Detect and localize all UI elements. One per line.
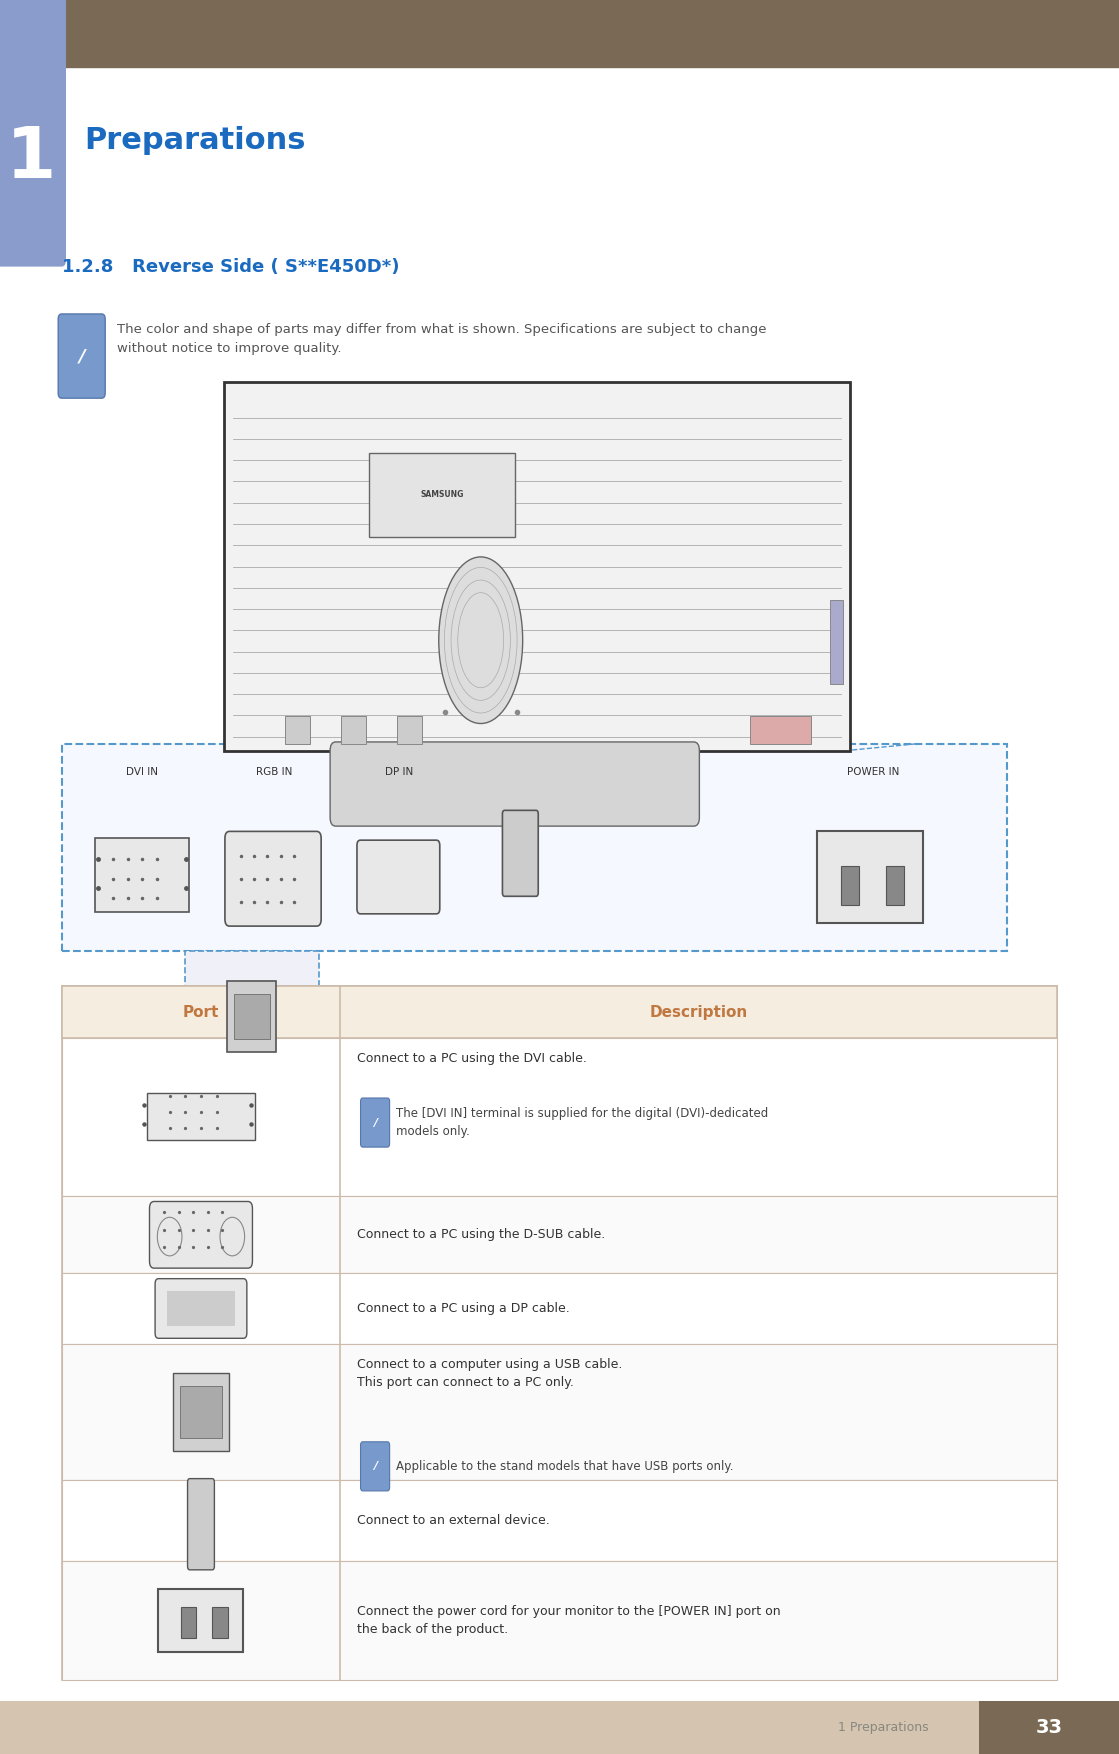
FancyBboxPatch shape [502, 810, 538, 896]
Text: /: / [373, 1461, 377, 1472]
Bar [148, 1093, 255, 1140]
Bar [979, 1701, 1119, 1754]
Ellipse shape [439, 558, 523, 724]
Bar [830, 600, 843, 684]
Text: DP IN: DP IN [385, 766, 414, 777]
Text: Preparations: Preparations [84, 126, 305, 154]
Bar [62, 1561, 1057, 1680]
FancyBboxPatch shape [225, 831, 321, 926]
Bar [0, 0, 1119, 67]
Text: 1: 1 [6, 125, 56, 193]
Bar [62, 1196, 1057, 1273]
Bar [234, 993, 270, 1038]
Bar [369, 453, 515, 537]
Bar [341, 716, 366, 744]
Bar [62, 1038, 1057, 1196]
Bar [817, 831, 923, 923]
Text: Connect the power cord for your monitor to the [POWER IN] port on
the back of th: Connect the power cord for your monitor … [357, 1605, 781, 1636]
FancyBboxPatch shape [360, 1442, 389, 1491]
Bar [227, 982, 276, 1051]
Bar [62, 1480, 1057, 1561]
Bar [224, 382, 850, 751]
Text: /: / [373, 1117, 377, 1128]
Bar [0, 1701, 1119, 1754]
Text: POWER IN: POWER IN [847, 766, 899, 777]
Bar [159, 1589, 244, 1652]
Bar [213, 1607, 228, 1638]
Bar [62, 1273, 1057, 1344]
Text: Connect to a PC using the DVI cable.: Connect to a PC using the DVI cable. [357, 1052, 587, 1065]
Text: Port: Port [182, 1005, 219, 1019]
Bar [173, 1373, 229, 1451]
Bar [181, 1607, 197, 1638]
FancyBboxPatch shape [150, 1201, 253, 1268]
Bar [750, 716, 811, 744]
Text: Description: Description [650, 1005, 749, 1019]
Text: Connect to a PC using the D-SUB cable.: Connect to a PC using the D-SUB cable. [357, 1228, 605, 1242]
Text: The [DVI IN] terminal is supplied for the digital (DVI)-dedicated
models only.: The [DVI IN] terminal is supplied for th… [396, 1107, 769, 1138]
Bar [841, 866, 859, 905]
Bar [62, 986, 1057, 1680]
Text: Applicable to the stand models that have USB ports only.: Applicable to the stand models that have… [396, 1459, 734, 1473]
Text: The color and shape of parts may differ from what is shown. Specifications are s: The color and shape of parts may differ … [117, 323, 767, 354]
FancyBboxPatch shape [0, 0, 66, 267]
Text: Connect to a PC using a DP cable.: Connect to a PC using a DP cable. [357, 1301, 570, 1316]
FancyBboxPatch shape [156, 1279, 247, 1338]
Bar [168, 1291, 235, 1326]
Text: Connect to an external device.: Connect to an external device. [357, 1514, 549, 1528]
FancyBboxPatch shape [360, 1098, 389, 1147]
Bar [185, 951, 319, 1082]
FancyBboxPatch shape [357, 840, 440, 914]
Bar [62, 1344, 1057, 1480]
Text: DVI IN: DVI IN [126, 766, 158, 777]
Bar [95, 838, 189, 912]
Text: SAMSUNG: SAMSUNG [421, 491, 463, 500]
Bar [886, 866, 904, 905]
Bar [397, 716, 422, 744]
Text: /: / [78, 347, 85, 365]
Bar [285, 716, 310, 744]
Bar [62, 744, 1007, 951]
FancyBboxPatch shape [188, 1479, 215, 1570]
Text: 1.2.8   Reverse Side ( S**E450D*): 1.2.8 Reverse Side ( S**E450D*) [62, 258, 399, 275]
Bar [62, 986, 1057, 1038]
FancyBboxPatch shape [330, 742, 699, 826]
Text: 33: 33 [1035, 1719, 1063, 1736]
FancyBboxPatch shape [58, 314, 105, 398]
Text: Connect to a computer using a USB cable.
This port can connect to a PC only.: Connect to a computer using a USB cable.… [357, 1358, 622, 1389]
Text: 1 Preparations: 1 Preparations [838, 1721, 929, 1735]
Bar [180, 1386, 223, 1438]
Text: RGB IN: RGB IN [256, 766, 292, 777]
